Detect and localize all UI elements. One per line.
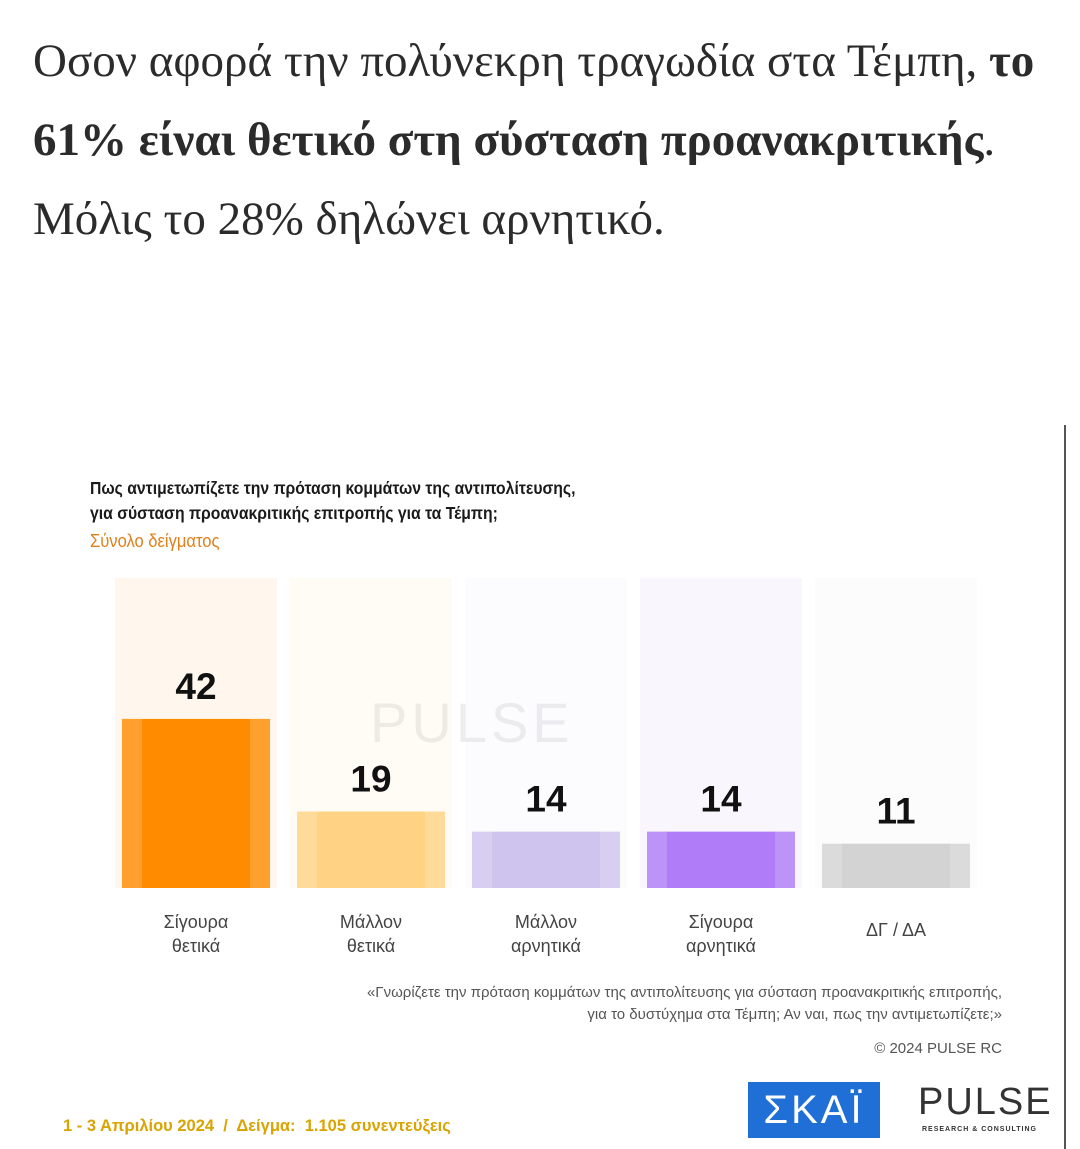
copyright: © 2024 PULSE RC bbox=[874, 1040, 1002, 1057]
bar-edge bbox=[250, 718, 270, 888]
watermark: PULSE bbox=[370, 691, 574, 754]
bar-edge bbox=[600, 831, 620, 888]
x-tick-label: Σίγουρα αρνητικά bbox=[686, 912, 756, 956]
divider bbox=[1064, 425, 1066, 1149]
x-tick-label: Μάλλον θετικά bbox=[339, 912, 403, 956]
bar-edge bbox=[425, 811, 445, 888]
value-label: 14 bbox=[700, 779, 742, 820]
footnote: «Γνωρίζετε την πρόταση κομμάτων της αντι… bbox=[366, 984, 1002, 1023]
value-label: 14 bbox=[525, 779, 567, 820]
x-tick-label: Σίγουρα θετικά bbox=[163, 912, 229, 956]
headline-bold: το 61% είναι θετικό στη σύσταση προανακρ… bbox=[33, 35, 1035, 166]
headline-text: . Μόλις το 28% δηλώνει αρνητικό. bbox=[33, 114, 996, 245]
bar-edge bbox=[950, 843, 970, 888]
footer: 1 - 3 Απριλίου 2024 / Δείγμα: 1.105 συνε… bbox=[63, 1117, 451, 1135]
pulse-logo-sub: RESEARCH & CONSULTING bbox=[922, 1126, 1037, 1133]
bar bbox=[297, 811, 445, 888]
bar-edge bbox=[822, 843, 842, 888]
bar bbox=[647, 831, 795, 888]
x-tick-label: Μάλλον αρνητικά bbox=[511, 912, 581, 956]
bar-edge bbox=[647, 831, 667, 888]
value-label: 11 bbox=[876, 791, 915, 832]
chart-title: Πως αντιμετωπίζετε την πρόταση κομμάτων … bbox=[90, 478, 576, 498]
bar-background bbox=[815, 578, 977, 888]
chart-title: για σύσταση προανακριτικής επιτροπής για… bbox=[90, 503, 498, 523]
value-label: 19 bbox=[350, 759, 391, 800]
value-label: 42 bbox=[175, 666, 216, 707]
headline: Οσον αφορά την πολύνεκρη τραγωδία στα Τέ… bbox=[33, 22, 1068, 259]
bar-edge bbox=[122, 718, 142, 888]
bar-edge bbox=[297, 811, 317, 888]
bar bbox=[472, 831, 620, 888]
bar bbox=[122, 718, 270, 888]
bar-edge bbox=[775, 831, 795, 888]
bar bbox=[822, 843, 970, 888]
bar-edge bbox=[472, 831, 492, 888]
x-tick-label: ΔΓ / ΔΑ bbox=[866, 920, 926, 940]
chart-subtitle: Σύνολο δείγματος bbox=[90, 531, 220, 551]
pulse-logo: PULSE bbox=[918, 1081, 1053, 1123]
skai-logo: ΣΚΑΪ bbox=[748, 1082, 880, 1138]
headline-text: Οσον αφορά την πολύνεκρη τραγωδία στα Τέ… bbox=[33, 35, 990, 87]
